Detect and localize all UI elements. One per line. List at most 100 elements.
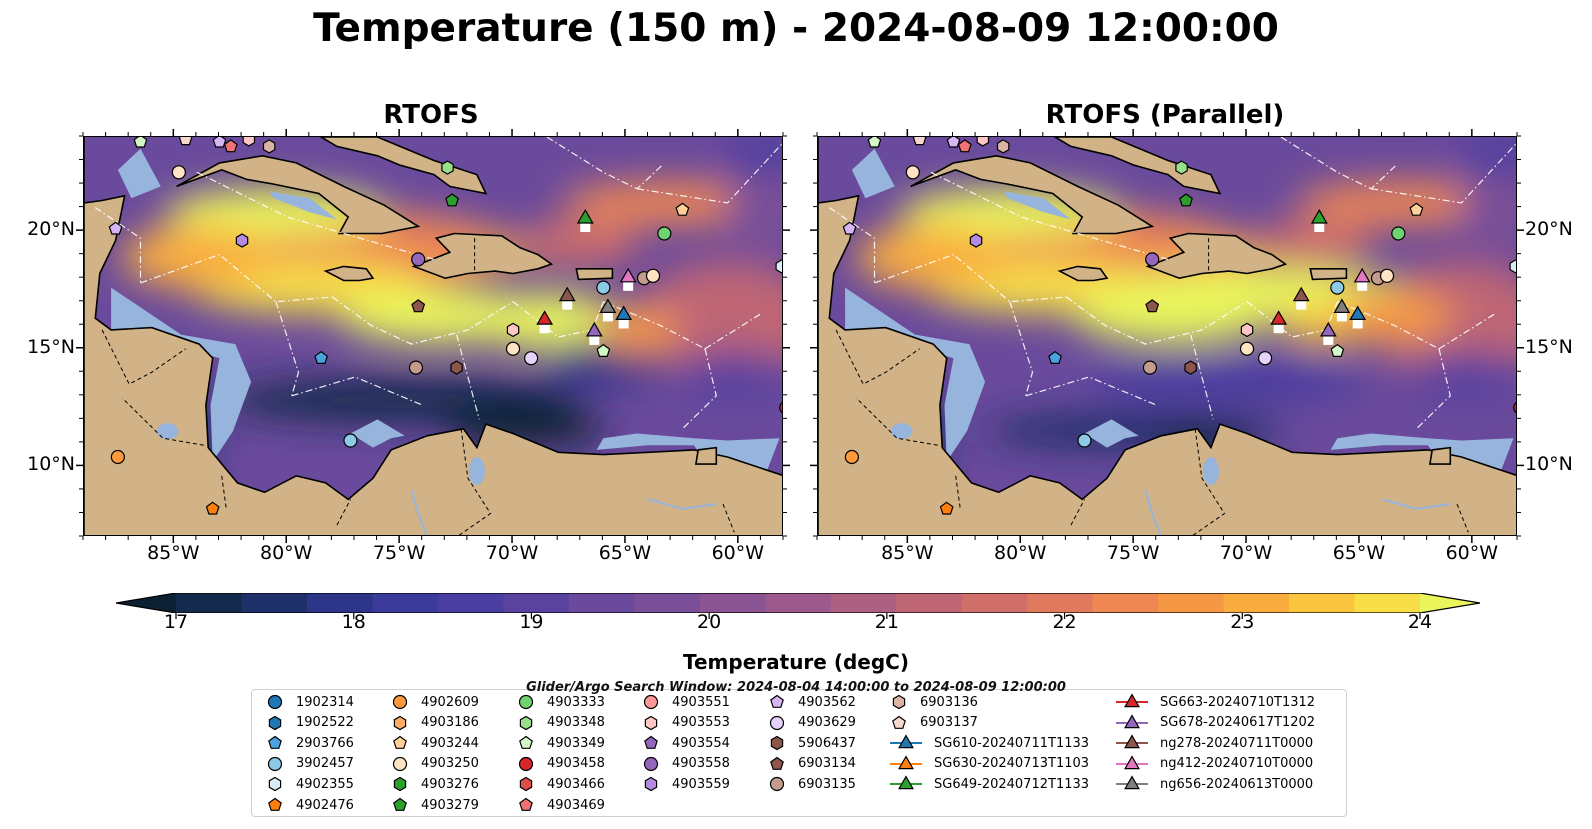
colorbar-segment <box>699 593 766 613</box>
legend-label: SG678-20240617T1202 <box>1160 715 1316 731</box>
legend-marker-pentagon <box>770 694 784 708</box>
legend-item: ng412-20240710T0000 <box>1114 754 1313 774</box>
glider-track-ng278-20240711T0000 <box>1296 300 1307 310</box>
legend-item: 4903629 <box>766 713 856 733</box>
map-panel-rtofs-parallel[interactable] <box>817 136 1517 536</box>
legend-marker-hexagon <box>268 715 282 730</box>
colorbar-segment <box>961 593 1028 613</box>
legend-6903136-marker <box>892 694 906 710</box>
glider-SG610-20240711T1133-marker <box>615 305 633 320</box>
legend-item: 4903333 <box>515 692 605 712</box>
legend-label: 4903186 <box>421 715 479 731</box>
glider-track-ng412-20240710T0000 <box>623 281 634 291</box>
legend-ng412-20240710T0000-marker <box>1124 755 1140 769</box>
legend-item: 4902609 <box>389 692 479 712</box>
map-panel-rtofs[interactable] <box>83 136 783 536</box>
colorbar-segment <box>1158 593 1225 613</box>
legend-label: 4903244 <box>421 735 479 751</box>
legend-marker-circle <box>518 694 534 710</box>
colorbar-segment <box>306 593 373 613</box>
platform-3902457-marker <box>1330 280 1345 295</box>
colorbar-segment <box>1027 593 1094 613</box>
legend-4903458-marker <box>518 756 534 771</box>
legend-label: 4903558 <box>672 756 730 772</box>
legend-item: SG610-20240711T1133 <box>888 733 1089 753</box>
colorbar-tick-label: 20 <box>697 611 722 633</box>
lon-tick-label: 60°W <box>711 542 765 564</box>
legend-marker-triangle-line <box>1116 734 1148 749</box>
legend-4903276-marker <box>393 777 407 792</box>
legend-marker-pentagon <box>519 797 533 811</box>
legend-4903469-marker <box>519 797 533 811</box>
glider-SG663-20240710T1312-marker <box>536 310 554 325</box>
legend-item: 4903466 <box>515 774 605 794</box>
legend-label: 3902457 <box>296 756 354 772</box>
platform-2903766-marker <box>314 350 329 364</box>
legend-item: SG678-20240617T1202 <box>1114 713 1315 733</box>
lat-tick-label-right: 20°N <box>1525 218 1573 241</box>
lat-tick-label-right: 15°N <box>1525 335 1573 358</box>
platform-4903558-marker <box>1145 252 1160 267</box>
legend-marker-circle <box>392 694 408 710</box>
colorbar-tick-label: 23 <box>1230 611 1255 633</box>
glider-track-SG678-20240617T1202 <box>1323 335 1334 345</box>
colorbar-graphic <box>115 592 1481 614</box>
legend-marker-pentagon <box>644 735 658 750</box>
legend-label: ng412-20240710T0000 <box>1160 756 1314 772</box>
colorbar-segment <box>437 593 504 613</box>
legend-label: 6903136 <box>920 694 978 710</box>
platform-4903250-marker <box>1239 341 1255 356</box>
glider-track-SG663-20240710T1312 <box>539 324 550 334</box>
legend-4903250-marker <box>392 756 408 771</box>
platform-6903135-marker <box>408 360 424 375</box>
glider-track-SG649-20240712T1133 <box>1314 223 1325 232</box>
lat-tick-label-left: 20°N <box>27 218 75 241</box>
legend-label: 4903553 <box>672 715 730 731</box>
platform-4903250-marker <box>645 268 661 283</box>
legend-marker-triangle-line <box>1116 693 1148 708</box>
colorbar <box>115 592 1481 614</box>
legend-item: 1902522 <box>264 713 354 733</box>
colorbar-under-extend <box>116 593 176 613</box>
legend-marker-pentagon <box>268 797 282 811</box>
legend-item: 4903553 <box>640 713 730 733</box>
colorbar-segment <box>176 593 242 613</box>
lon-tick-label: 60°W <box>1445 542 1499 564</box>
glider-SG649-20240712T1133-marker <box>1310 209 1328 224</box>
legend-4903348-marker <box>519 715 533 730</box>
platform-4903562-marker <box>108 221 123 235</box>
platform-4903333-marker <box>657 226 672 241</box>
colorbar-segment <box>765 593 832 613</box>
legend-2903766-marker <box>268 735 282 750</box>
colorbar-segment <box>634 593 701 613</box>
platform-4903469-marker <box>957 139 972 153</box>
legend-item: 4903554 <box>640 733 730 753</box>
panel-title-rtofs: RTOFS <box>383 100 479 130</box>
legend-SG663-20240710T1312-marker <box>1124 693 1140 708</box>
legend-marker-hexagon <box>770 735 784 751</box>
legend-marker-circle <box>643 694 659 710</box>
legend-item: SG649-20240712T1133 <box>888 774 1089 794</box>
glider-ng656-20240613T0000-marker <box>1333 298 1351 313</box>
colorbar-segment <box>568 593 635 613</box>
platform-4903562-marker <box>212 137 227 148</box>
legend-4903558-marker <box>643 756 659 771</box>
glider-track-SG678-20240617T1202 <box>589 335 600 345</box>
platform-4903349-marker <box>596 343 611 357</box>
legend-marker-circle <box>518 756 534 771</box>
legend-marker-hexagon <box>892 694 906 710</box>
glider-track-ng656-20240613T0000 <box>1336 312 1347 322</box>
colorbar-tick-label: 19 <box>519 611 544 633</box>
legend-marker-circle <box>267 694 283 710</box>
legend-label: 4903562 <box>798 694 856 710</box>
legend-marker-pentagon <box>393 735 407 750</box>
legend-label: 1902314 <box>296 694 354 710</box>
legend-ng278-20240711T0000-marker <box>1124 734 1140 749</box>
legend-3902457-marker <box>267 756 283 771</box>
lon-tick-label: 85°W <box>881 542 934 564</box>
platform-4903333-marker <box>1391 226 1406 241</box>
legend-marker-circle <box>643 756 659 771</box>
platform-6903136-marker <box>996 139 1010 154</box>
legend-marker-circle <box>769 777 785 792</box>
legend-marker-pentagon <box>268 735 282 750</box>
